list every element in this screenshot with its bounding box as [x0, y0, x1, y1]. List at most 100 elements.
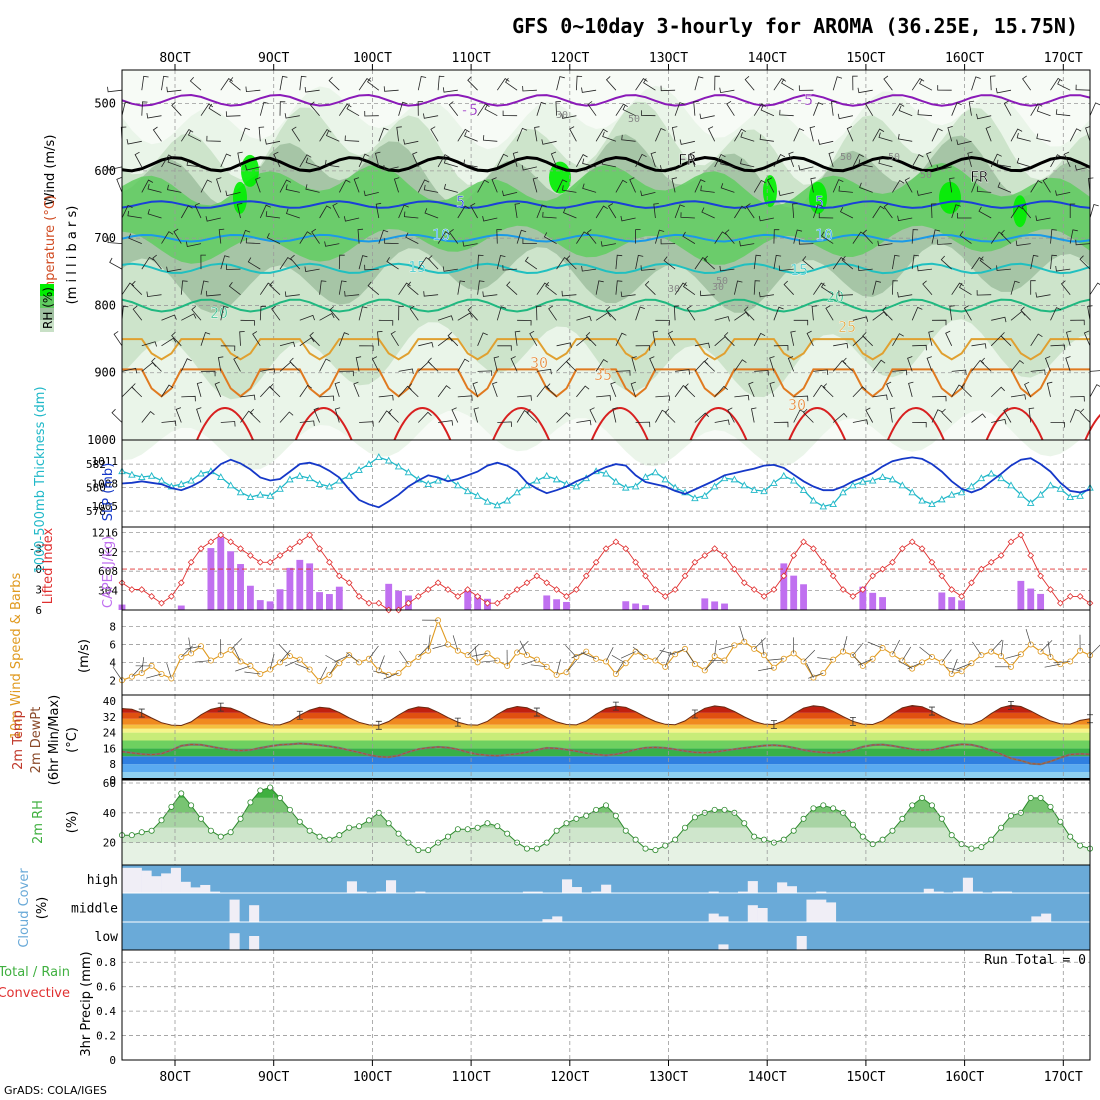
- wind-barb: [457, 395, 473, 401]
- wind10-barb: [166, 663, 172, 679]
- wind-barb: [1050, 229, 1057, 244]
- wind-barb: [470, 203, 478, 219]
- wind10-barb: [373, 670, 389, 676]
- wind-barb: [524, 256, 538, 270]
- li-point: [414, 592, 422, 600]
- wind-barb: [299, 337, 315, 347]
- wind-barb: [832, 179, 844, 193]
- wind10-barb: [941, 649, 952, 663]
- temp-minmax-bar: [928, 706, 935, 716]
- wind-barb: [556, 412, 571, 423]
- wind-barb: [403, 139, 419, 145]
- rh2-point: [227, 829, 234, 836]
- rh2-point: [583, 812, 590, 819]
- wind-barb: [562, 185, 577, 193]
- wind-barb: [748, 381, 755, 398]
- wind-barb: [427, 255, 439, 270]
- cape-bar: [563, 601, 570, 610]
- wind-barb: [640, 190, 656, 197]
- wind-barb: [344, 291, 360, 297]
- li-point: [523, 579, 531, 587]
- rh2-point: [988, 836, 995, 843]
- wind-barb: [882, 306, 893, 321]
- precip-label: 3hr Precip (mm): [79, 951, 94, 1056]
- temp-band: [122, 718, 1090, 725]
- rh2-point: [919, 794, 926, 801]
- wind-barb: [892, 369, 908, 376]
- li-point: [573, 586, 580, 593]
- wind-barb: [615, 179, 628, 193]
- li-point: [444, 586, 452, 593]
- thickness-point: [523, 481, 531, 489]
- wind-barb: [1030, 254, 1039, 270]
- wind-barb: [398, 204, 409, 219]
- thickness-point: [819, 502, 828, 510]
- wind-barb: [358, 78, 372, 91]
- wind-barb: [378, 127, 389, 142]
- cloud-high-bar: [386, 880, 397, 893]
- li-point: [898, 545, 906, 553]
- wind-barb: [852, 316, 869, 322]
- cape-bar: [948, 597, 956, 610]
- wind10-barb: [767, 658, 784, 661]
- wind-barb: [284, 291, 300, 297]
- wind10-barb: [605, 647, 614, 662]
- wind10-barb: [319, 666, 328, 682]
- thickness-point: [365, 460, 373, 468]
- wind10-point: [1027, 641, 1034, 648]
- wind-barb: [621, 134, 636, 142]
- wind-barb: [146, 113, 162, 119]
- thickness-point: [908, 488, 916, 496]
- wind-barb: [477, 103, 490, 116]
- isotherm-35: [689, 407, 748, 441]
- wind-barb: [1069, 229, 1078, 244]
- wind-barb: [655, 409, 667, 423]
- thickness-point: [552, 475, 561, 483]
- li-point: [642, 572, 649, 580]
- thickness-point: [661, 475, 670, 483]
- wind-barb: [601, 159, 616, 168]
- isotherm-15: [121, 262, 1091, 275]
- li-point: [750, 586, 758, 593]
- wind10-barb: [990, 639, 1003, 652]
- wind-barb: [569, 126, 577, 142]
- wind-barb: [883, 75, 893, 91]
- rh2-point: [751, 833, 758, 840]
- pressure-tick: 800: [94, 298, 116, 312]
- wind-barb: [265, 211, 281, 219]
- precip-tick: 0: [109, 1054, 116, 1067]
- cloud-high-bar: [972, 891, 983, 893]
- cloud-mid-bar: [708, 913, 719, 922]
- x-tick-label: 12OCT: [550, 51, 589, 66]
- x-tick-label: 13OCT: [649, 51, 688, 66]
- wind-barb: [595, 358, 609, 372]
- wind-barb: [978, 206, 992, 219]
- wind-barb: [418, 342, 434, 348]
- rh2-units: (%): [65, 811, 80, 834]
- isotherm-label: 30: [788, 396, 806, 414]
- wind-barb: [872, 280, 881, 295]
- wind-barb: [872, 394, 888, 401]
- wind-barb: [245, 165, 261, 171]
- li-point: [276, 552, 284, 559]
- isotherm-label: 10: [815, 226, 833, 244]
- temp-bands: [122, 705, 1090, 780]
- wind-barb: [720, 183, 735, 193]
- thickness-point: [266, 491, 274, 499]
- wind-barb: [1010, 394, 1026, 400]
- wind-barb: [266, 233, 281, 244]
- rh2-point: [1007, 812, 1014, 819]
- wind-barb: [477, 280, 485, 295]
- wind-barb: [773, 306, 784, 321]
- li-point: [879, 565, 886, 573]
- rh2-tick: 20: [103, 837, 116, 850]
- temp2-line: [121, 704, 1091, 727]
- wind-barb: [745, 203, 755, 219]
- wind-barb: [398, 305, 404, 321]
- wind-barb: [793, 409, 805, 423]
- wind-barb: [1020, 306, 1031, 321]
- thickness-point: [286, 475, 294, 483]
- wind-barb: [714, 231, 727, 244]
- wind-barb: [437, 231, 451, 244]
- wind-barb: [358, 255, 368, 270]
